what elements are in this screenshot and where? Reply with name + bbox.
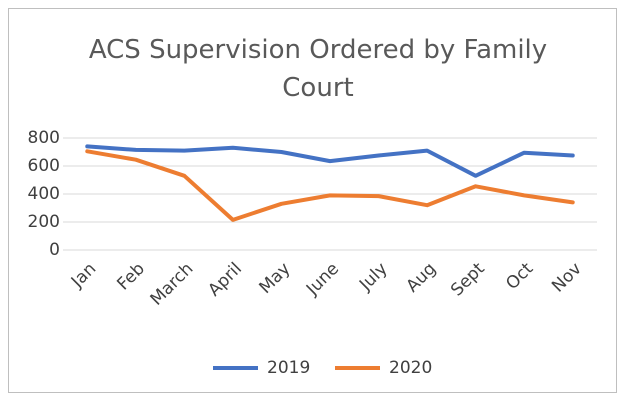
legend-label: 2019 [267,358,310,378]
legend-label: 2020 [389,358,432,378]
y-tick-label: 0 [49,240,60,260]
y-tick-label: 600 [28,156,60,176]
y-tick-label: 200 [28,212,60,232]
chart-border [8,8,617,393]
chart-title: ACS Supervision Ordered by Family Court [89,35,547,103]
y-tick-label: 800 [28,128,60,148]
series-line [85,144,575,178]
y-tick-label: 400 [28,184,60,204]
series-line [85,149,575,222]
